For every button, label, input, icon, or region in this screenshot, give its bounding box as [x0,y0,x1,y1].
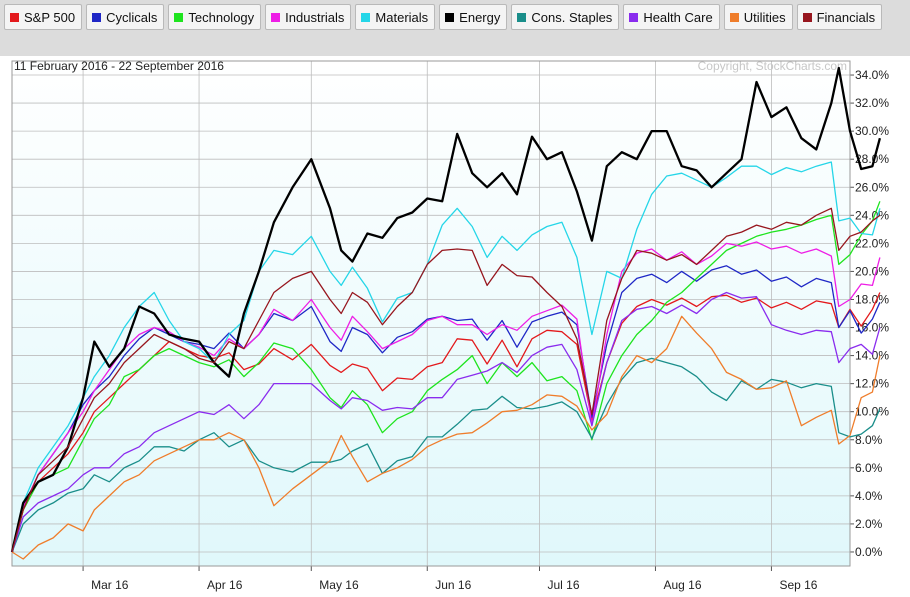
x-tick-label: Mar 16 [91,578,129,592]
series-line [11,315,881,560]
legend-item[interactable]: Utilities [723,4,793,30]
y-tick-label: 0.0% [855,545,883,559]
legend-swatch [729,12,739,22]
y-tick-label: 22.0% [855,236,889,250]
y-tick-label: 14.0% [855,349,889,363]
legend-label: Energy [459,9,501,25]
y-tick-label: 30.0% [855,124,889,138]
copyright-label: Copyright, StockCharts.com [698,59,847,73]
series-line [11,291,881,553]
y-tick-label: 4.0% [855,489,883,503]
legend-swatch [802,12,812,22]
legend-item[interactable]: Cons. Staples [511,4,620,30]
legend-item[interactable]: S&P 500 [4,4,83,30]
legend-label: S&P 500 [24,9,76,25]
x-tick-label: Jun 16 [435,578,471,592]
y-tick-label: 10.0% [855,405,889,419]
legend-label: Industrials [285,9,345,25]
y-tick-label: 28.0% [855,152,889,166]
legend-swatch [517,12,527,22]
series-line [11,207,881,553]
legend-swatch [271,12,281,22]
legend-swatch [10,12,19,22]
legend: S&P 500 Cyclicals Technology Industrials Mat… [4,4,883,30]
legend-label: Cyclicals [106,9,158,25]
date-range-label: 11 February 2016 - 22 September 2016 [14,59,224,73]
legend-item[interactable]: Materials [355,4,436,30]
legend-item[interactable]: Industrials [265,4,352,30]
series-line [11,201,881,553]
plot-frame [11,60,851,567]
x-tick-label: Jul 16 [547,578,579,592]
x-tick-label: May 16 [319,578,359,592]
series-line [11,241,881,553]
x-tick-label: Sep 16 [779,578,817,592]
y-tick-label: 8.0% [855,433,883,447]
legend-label: Technology [188,9,255,25]
legend-swatch [92,12,102,22]
y-tick-label: 12.0% [855,377,889,391]
legend-item[interactable]: Financials [796,4,883,30]
series-line [11,161,881,553]
performance-chart: 0.0%2.0%4.0%6.0%8.0%10.0%12.0%14.0%16.0%… [0,56,910,597]
y-tick-label: 18.0% [855,292,889,306]
y-tick-label: 6.0% [855,461,883,475]
legend-swatch [361,12,371,22]
legend-item[interactable]: Energy [439,4,508,30]
series-line [10,66,882,553]
legend-label: Health Care [643,9,713,25]
y-tick-label: 20.0% [855,264,889,278]
y-tick-label: 34.0% [855,68,889,82]
y-tick-label: 32.0% [855,96,889,110]
y-tick-label: 2.0% [855,517,883,531]
legend-label: Financials [816,9,876,25]
legend-label: Cons. Staples [531,9,613,25]
legend-item[interactable]: Cyclicals [86,4,165,30]
x-tick-label: Aug 16 [663,578,701,592]
legend-swatch [445,12,455,22]
legend-item[interactable]: Health Care [623,4,720,30]
legend-label: Utilities [743,9,786,25]
legend-swatch [629,12,639,22]
legend-item[interactable]: Technology [168,4,262,30]
y-tick-label: 26.0% [855,180,889,194]
y-tick-label: 24.0% [855,208,889,222]
legend-swatch [174,12,184,22]
x-tick-label: Apr 16 [207,578,243,592]
legend-label: Materials [375,9,429,25]
